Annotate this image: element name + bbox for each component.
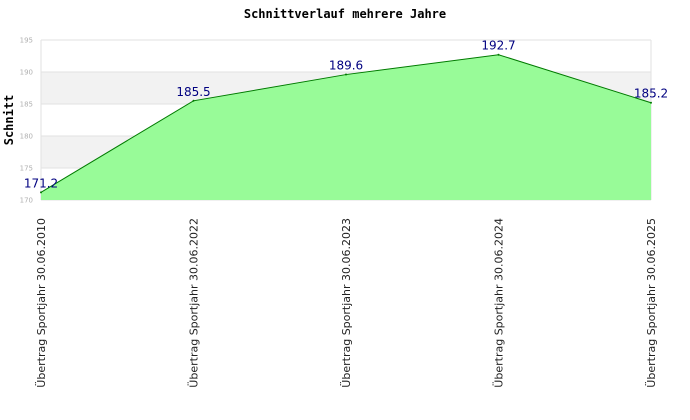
data-point: [40, 191, 42, 194]
y-tick-label: 170: [20, 197, 33, 205]
data-point: [650, 101, 652, 104]
data-point: [192, 99, 195, 102]
y-tick-label: 185: [20, 101, 33, 109]
x-tick-label: Übertrag Sportjahr 30.06.2010: [35, 218, 48, 388]
data-label: 185.2: [634, 87, 668, 101]
area-fill: [41, 54, 651, 200]
data-labels: 171.2 185.5 189.6 192.7 185.2: [24, 39, 668, 191]
x-tick-label: Übertrag Sportjahr 30.06.2024: [493, 218, 506, 388]
background-band: [41, 40, 651, 72]
y-tick-label: 190: [20, 69, 33, 77]
x-axis-ticks: Übertrag Sportjahr 30.06.2010 Übertrag Sp…: [35, 218, 658, 388]
data-label: 185.5: [176, 85, 210, 99]
x-tick-label: Übertrag Sportjahr 30.06.2025: [645, 218, 658, 388]
y-tick-label: 180: [20, 133, 33, 141]
data-points: [40, 53, 652, 194]
chart-title: Schnittverlauf mehrere Jahre: [244, 7, 446, 21]
data-point: [497, 53, 500, 56]
y-axis-label: Schnitt: [2, 95, 16, 146]
x-tick-label: Übertrag Sportjahr 30.06.2023: [340, 218, 353, 388]
data-label: 189.6: [329, 59, 363, 73]
data-label: 192.7: [481, 39, 515, 53]
x-tick-label: Übertrag Sportjahr 30.06.2022: [188, 218, 201, 388]
y-tick-label: 195: [20, 37, 33, 45]
y-tick-label: 175: [20, 165, 33, 173]
data-label: 171.2: [24, 176, 58, 190]
data-point: [345, 73, 347, 76]
y-axis-ticks: 170 175 180 185 190 195: [20, 37, 33, 205]
